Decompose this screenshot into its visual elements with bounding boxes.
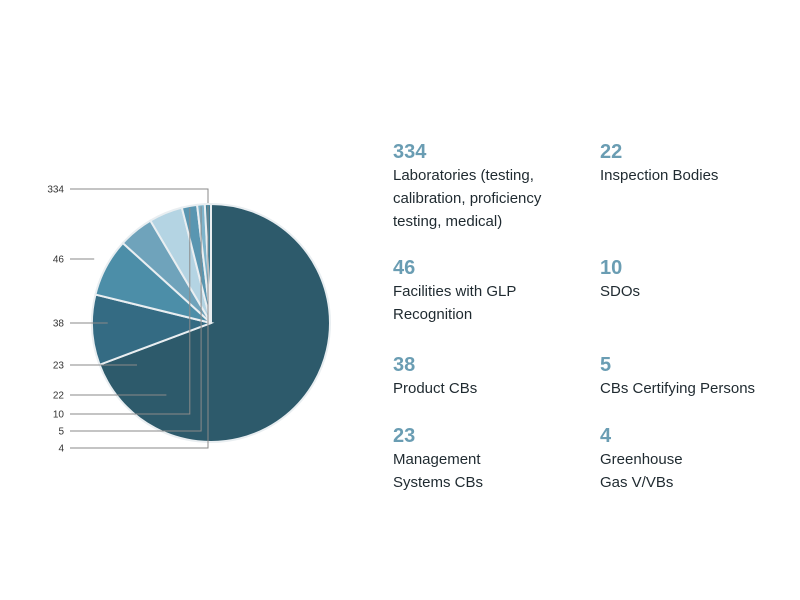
slice-value-label: 22 xyxy=(53,391,65,402)
stat-value: 10 xyxy=(600,257,623,279)
stat-greenhouse-gas: 4 Greenhouse Gas V/VBs xyxy=(600,424,683,494)
stat-label: SDOs xyxy=(600,283,641,300)
slice-value-label: 334 xyxy=(47,185,64,196)
stat-value: 46 xyxy=(393,257,416,279)
stat-value: 38 xyxy=(393,354,416,376)
slice-value-label: 23 xyxy=(53,361,65,372)
stat-value: 5 xyxy=(600,354,612,376)
stat-label: Laboratories (testing, calibration, prof… xyxy=(393,167,542,230)
leader-line xyxy=(70,207,191,415)
slice-value-label: 46 xyxy=(53,255,65,266)
slice-value-label: 4 xyxy=(58,444,64,455)
stat-management-systems-cbs: 23 Management Systems CBs xyxy=(393,424,483,494)
leader-line xyxy=(70,188,209,206)
slice-value-label: 38 xyxy=(53,319,65,330)
stat-laboratories: 334 Laboratories (testing, calibration, … xyxy=(393,140,541,233)
slice-value-label: 5 xyxy=(58,427,64,438)
leader-line xyxy=(70,206,202,432)
leader-line xyxy=(70,206,209,449)
stat-value: 23 xyxy=(393,425,416,447)
stat-value: 334 xyxy=(393,141,427,163)
stat-product-cbs: 38 Product CBs xyxy=(393,353,477,400)
stat-label: Management Systems CBs xyxy=(393,451,484,491)
stat-glp-facilities: 46 Facilities with GLP Recognition xyxy=(393,256,516,326)
stat-label: Inspection Bodies xyxy=(600,167,719,184)
stat-value: 4 xyxy=(600,425,612,447)
stat-sdos: 10 SDOs xyxy=(600,256,640,303)
stat-label: Product CBs xyxy=(393,380,478,397)
slice-value-label: 10 xyxy=(53,410,65,421)
stat-label: Greenhouse Gas V/VBs xyxy=(600,451,683,491)
pie-slice xyxy=(98,202,331,443)
stat-label: CBs Certifying Persons xyxy=(600,380,756,397)
stat-label: Facilities with GLP Recognition xyxy=(393,283,517,323)
stat-inspection-bodies: 22 Inspection Bodies xyxy=(600,140,718,187)
stat-value: 22 xyxy=(600,141,623,163)
stat-cbs-certifying-persons: 5 CBs Certifying Persons xyxy=(600,353,755,400)
